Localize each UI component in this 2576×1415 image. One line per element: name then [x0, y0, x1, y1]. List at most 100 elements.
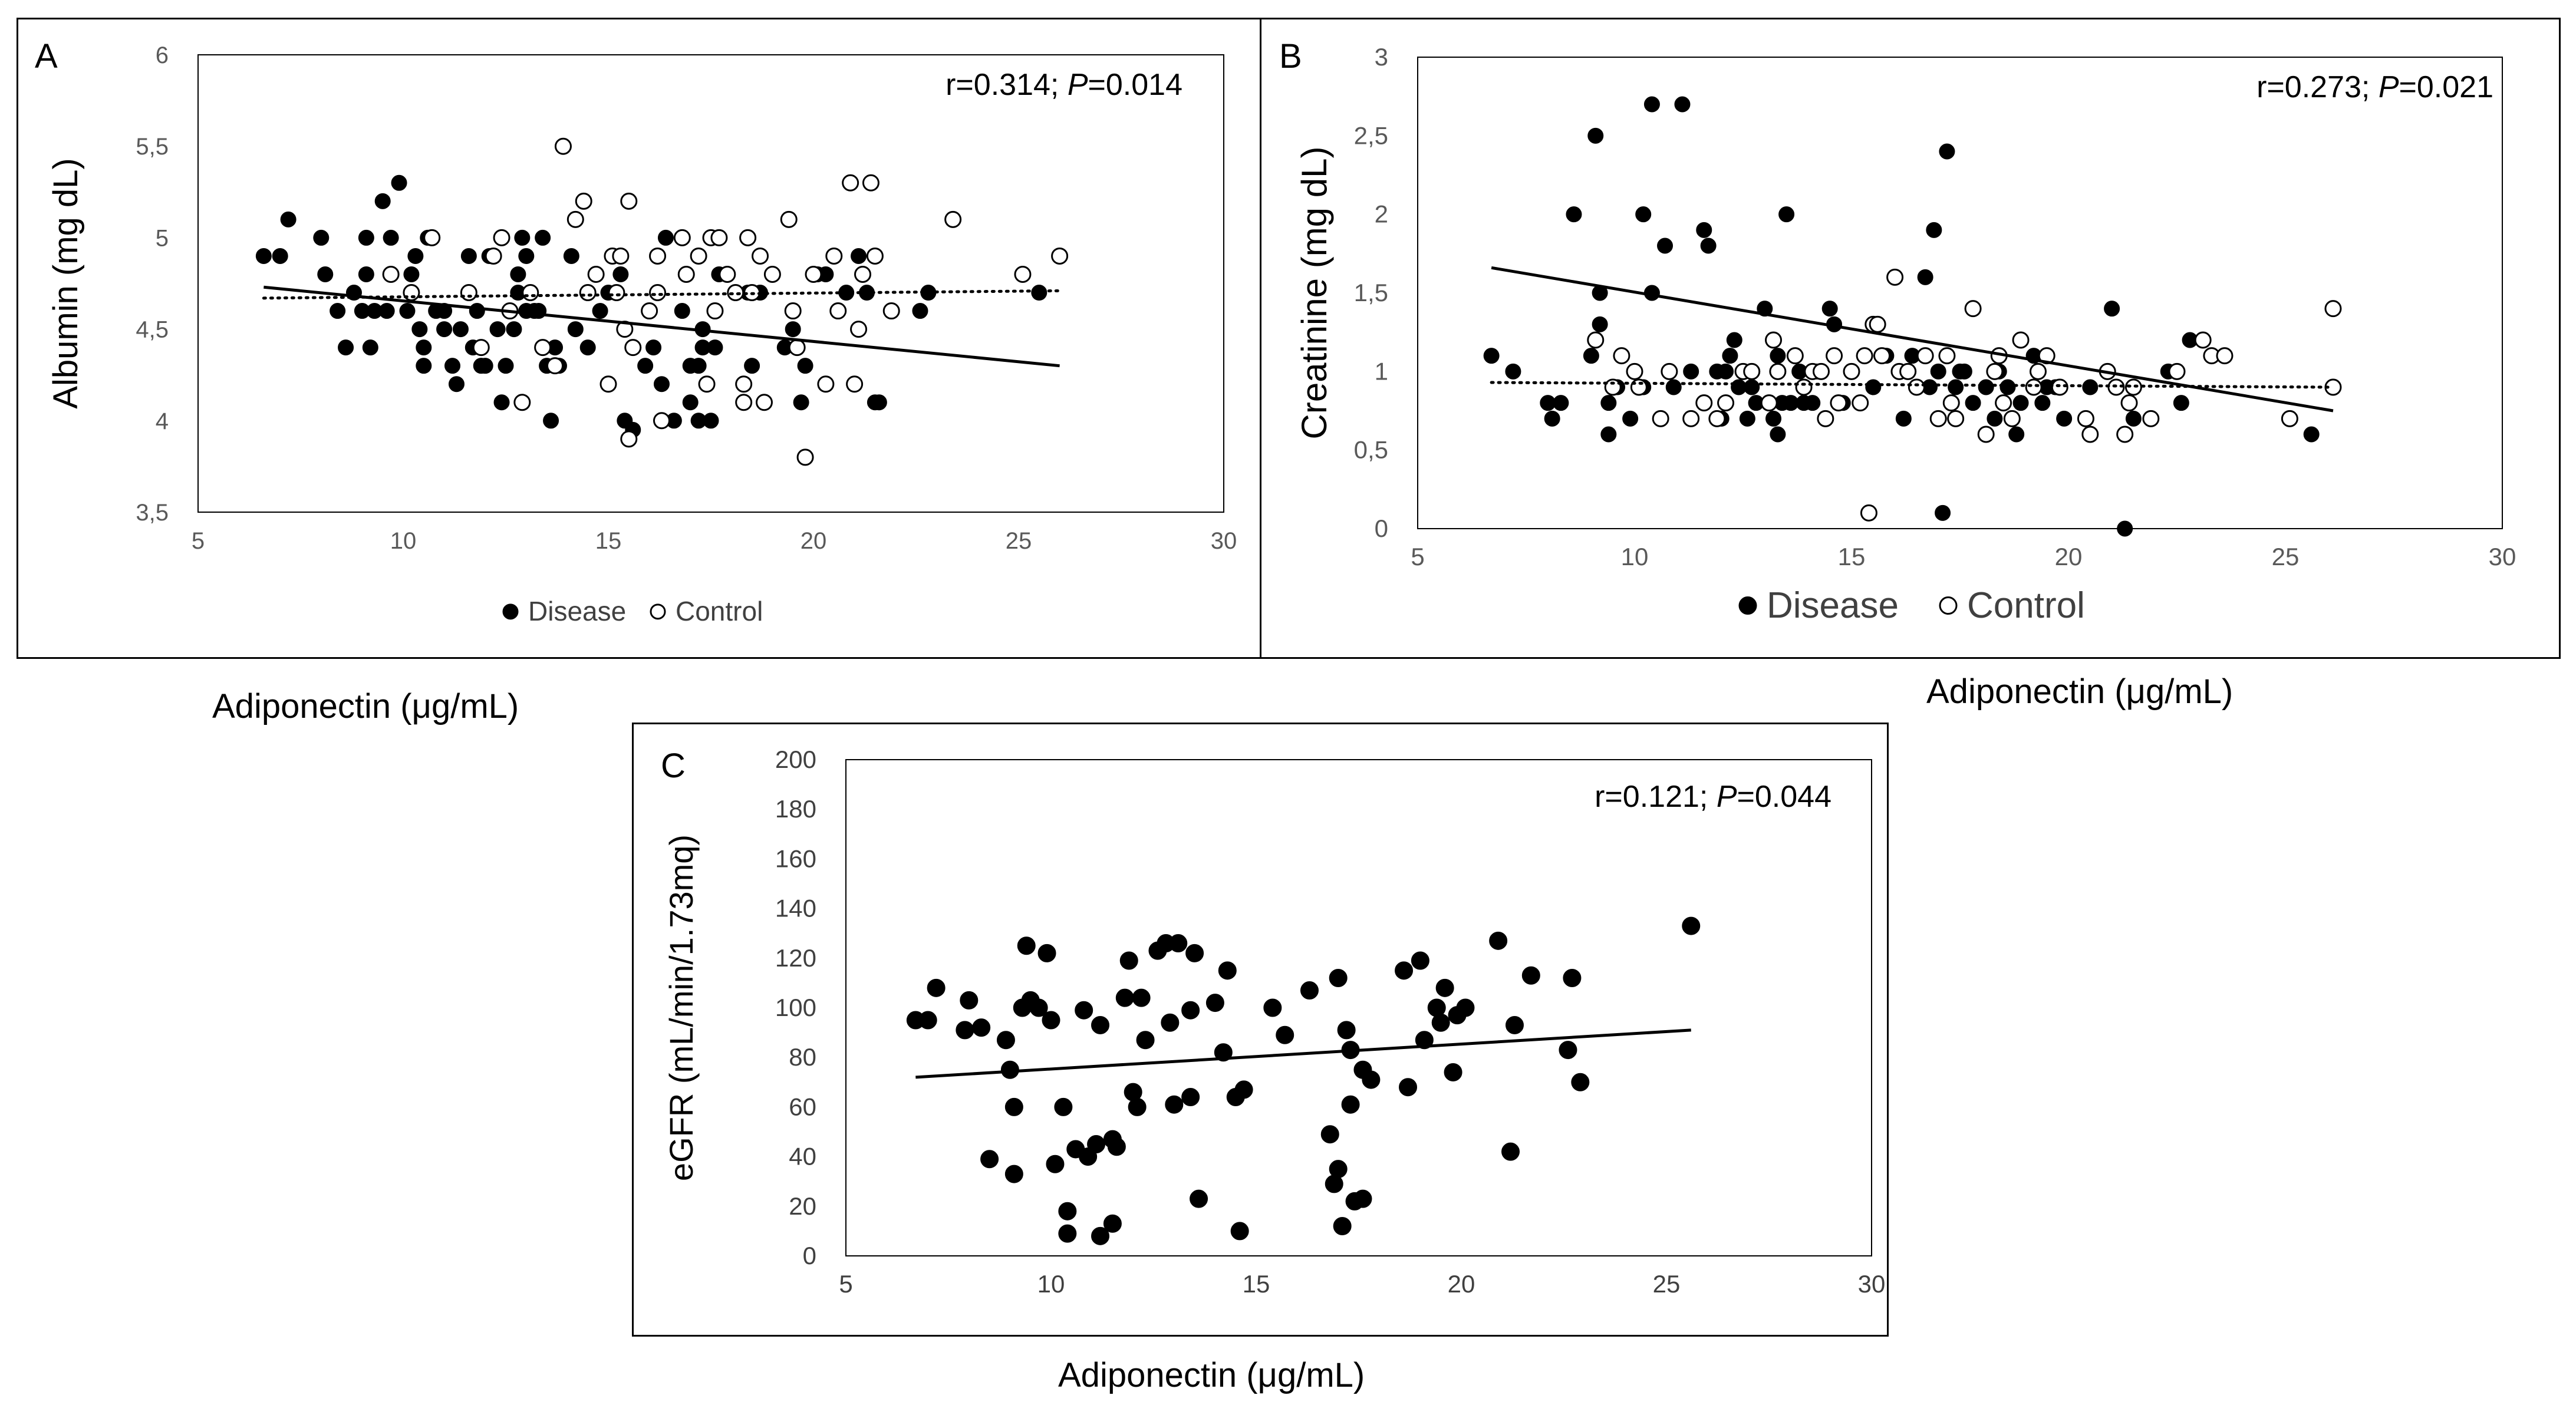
- chart-a-point-control: [534, 339, 552, 357]
- chart-a-point-control: [546, 357, 564, 375]
- chart-b-point-control: [2216, 347, 2234, 365]
- chart-b-legend-label-control: Control: [1967, 585, 2085, 626]
- chart-a-point-control: [1014, 265, 1032, 283]
- chart-c-trendline-disease: [915, 1028, 1691, 1079]
- chart-b-point-control: [1869, 315, 1886, 333]
- chart-b-point-disease: [2008, 426, 2025, 443]
- chart-a-x-tick-label: 25: [1006, 528, 1032, 554]
- chart-b-point-control: [1717, 394, 1735, 412]
- chart-b-point-disease: [1592, 316, 1608, 332]
- chart-c-point-disease: [1169, 934, 1188, 953]
- chart-c-y-tick-label: 80: [789, 1043, 816, 1071]
- chart-b-point-control: [1995, 394, 2012, 412]
- chart-a-point-control: [862, 174, 879, 192]
- chart-a-point-control: [472, 339, 490, 357]
- chart-b-point-disease: [1804, 395, 1821, 411]
- chart-c-point-disease: [1399, 1078, 1418, 1097]
- chart-a-point-control: [739, 229, 757, 246]
- chart-a-point-disease: [1031, 285, 1047, 301]
- chart-b-point-control: [2003, 410, 2021, 427]
- chart-c-point-disease: [1563, 968, 1582, 987]
- chart-c-point-disease: [1205, 994, 1224, 1012]
- chart-c-point-disease: [1091, 1226, 1110, 1245]
- chart-c-y-tick-label: 160: [775, 845, 816, 872]
- chart-b-y-tick-label: 0,5: [1354, 436, 1388, 464]
- chart-c-point-disease: [1431, 1013, 1450, 1032]
- chart-a-y-axis-label: Albumin (mg dL): [47, 158, 85, 408]
- chart-a-stat-p-symbol: P: [1068, 68, 1088, 102]
- chart-b-point-disease: [1553, 395, 1569, 411]
- chart-a-panel-letter: A: [35, 37, 58, 75]
- chart-a-point-disease: [871, 394, 887, 411]
- chart-b-legend-marker-control: [1939, 596, 1958, 615]
- chart-a-point-disease: [797, 358, 813, 374]
- chart-c-point-disease: [1046, 1155, 1065, 1173]
- chart-c-point-disease: [1435, 978, 1454, 997]
- chart-b-point-disease: [1917, 269, 1933, 285]
- chart-c-point-disease: [1329, 1160, 1348, 1179]
- chart-a-point-control: [842, 174, 859, 192]
- chart-b-point-disease: [1718, 363, 1734, 380]
- chart-a-point-disease: [383, 229, 399, 246]
- chart-a-point-disease: [469, 303, 485, 319]
- chart-b-point-disease: [1978, 379, 1994, 395]
- chart-a-y-tick-label: 4: [156, 408, 169, 434]
- chart-a-point-control: [641, 302, 658, 320]
- chart-b-point-disease: [1726, 332, 1742, 348]
- chart-a-point-disease: [313, 229, 330, 246]
- chart-c-point-disease: [1181, 1001, 1200, 1020]
- chart-b-point-control: [1938, 347, 1956, 365]
- chart-a-x-tick-label: 10: [390, 528, 417, 554]
- chart-b-point-control: [2029, 362, 2047, 380]
- chart-b-point-disease: [1600, 426, 1617, 443]
- chart-b-point-disease: [1566, 206, 1582, 223]
- chart-c-point-disease: [1181, 1088, 1200, 1107]
- chart-a-point-control: [752, 247, 769, 265]
- chart-b-point-disease: [2117, 520, 2133, 537]
- chart-b-point-disease: [2012, 395, 2029, 411]
- chart-b-point-disease: [1765, 410, 1782, 427]
- chart-b-point-control: [1964, 300, 1982, 318]
- chart-b-point-disease: [1770, 348, 1786, 364]
- chart-c-point-disease: [927, 978, 946, 997]
- chart-b-point-control: [1626, 362, 1643, 380]
- chart-c-point-disease: [1136, 1031, 1155, 1050]
- chart-b-point-control: [2281, 410, 2298, 427]
- chart-a-point-disease: [374, 193, 391, 209]
- chart-b-point-control: [2168, 362, 2186, 380]
- chart-a-point-disease: [518, 248, 535, 264]
- chart-b-point-control: [2012, 331, 2030, 349]
- chart-a-legend-label-disease: Disease: [528, 596, 626, 626]
- chart-a-point-control: [608, 284, 625, 302]
- chart-c-stat-p-value: =0.044: [1737, 780, 1832, 814]
- chart-a-point-disease: [272, 248, 288, 264]
- chart-c-point-disease: [1559, 1041, 1577, 1060]
- chart-c-point-disease: [972, 1018, 991, 1037]
- chart-c-point-disease: [1230, 1222, 1249, 1241]
- chart-b-point-disease: [1744, 379, 1760, 395]
- chart-a-point-control: [485, 247, 502, 265]
- chart-b-x-axis-label: Adiponectin (μg/mL): [1926, 672, 2234, 711]
- chart-c-point-disease: [1501, 1142, 1520, 1161]
- chart-b-y-tick-label: 0: [1375, 514, 1388, 542]
- chart-b-x-tick-label: 30: [2489, 543, 2516, 570]
- chart-b-point-control: [1587, 331, 1605, 349]
- chart-a-y-tick-label: 5,5: [136, 134, 169, 160]
- chart-b-point-control: [1826, 347, 1843, 365]
- chart-a-point-control: [805, 265, 822, 283]
- chart-c-stat-r: r=0.121;: [1595, 780, 1717, 814]
- chart-c-point-disease: [1362, 1070, 1381, 1089]
- chart-c-point-disease: [1115, 988, 1134, 1007]
- chart-b-point-control: [1786, 347, 1804, 365]
- chart-b-point-disease: [1865, 379, 1882, 395]
- chart-a-point-control: [735, 394, 753, 411]
- chart-a-point-disease: [338, 339, 354, 356]
- chart-b-point-control: [1604, 378, 1622, 396]
- chart-a-point-disease: [579, 339, 596, 356]
- chart-b-point-disease: [1939, 143, 1955, 160]
- chart-b-stat-r: r=0.273;: [2257, 70, 2379, 104]
- chart-b-point-disease: [1674, 96, 1691, 113]
- chart-a-point-disease: [682, 394, 699, 411]
- chart-a-legend-label-control: Control: [676, 596, 763, 626]
- chart-c-point-disease: [980, 1150, 999, 1169]
